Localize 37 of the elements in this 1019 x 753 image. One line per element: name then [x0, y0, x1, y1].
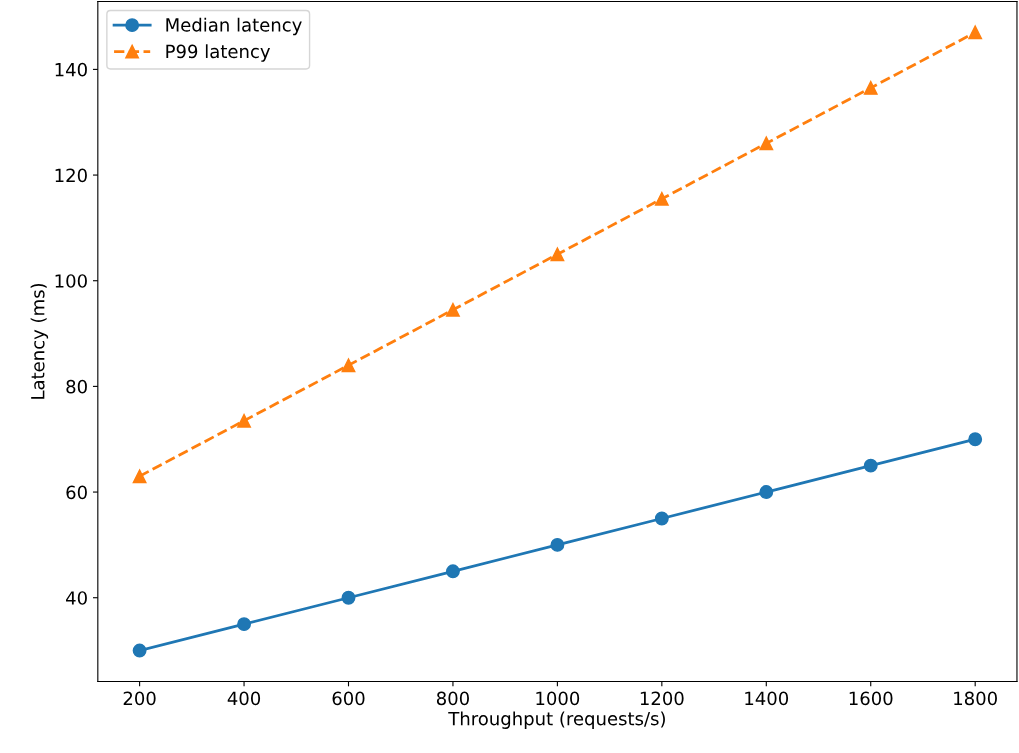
point: [759, 136, 774, 151]
point: [237, 413, 251, 428]
point: [654, 191, 669, 206]
point: [654, 511, 669, 526]
y-axis-title: Latency (ms): [30, 283, 49, 399]
x-tick-label: 200: [123, 691, 156, 706]
x-tick-label: 400: [227, 691, 261, 706]
point: [759, 485, 774, 500]
point: [550, 537, 565, 552]
x-tick-label: 1000: [536, 691, 580, 706]
point: [446, 302, 460, 317]
legend-label: Median latency: [166, 17, 302, 36]
point: [968, 25, 983, 40]
x-axis-title: Throughput (requests/s): [448, 711, 665, 729]
point: [132, 469, 147, 484]
legend-label: P99 latency: [166, 44, 271, 62]
y-tick-label: 60: [66, 485, 87, 500]
y-tick-label: 100: [55, 274, 87, 288]
point: [341, 590, 356, 605]
point: [863, 458, 878, 473]
x-tick-label: 1200: [640, 691, 684, 706]
y-tick-label: 140: [55, 62, 87, 77]
x-tick-label: 1600: [849, 691, 893, 706]
point: [863, 80, 878, 95]
x-tick-label: 600: [332, 691, 365, 706]
point: [968, 432, 983, 447]
y-tick-label: 120: [55, 168, 87, 183]
x-tick-label: 1800: [954, 691, 997, 706]
point: [341, 358, 356, 373]
point: [550, 247, 565, 262]
y-tick-label: 80: [66, 379, 87, 394]
x-tick-label: 1400: [745, 691, 789, 706]
point: [446, 564, 460, 579]
point: [237, 617, 251, 632]
y-tick-label: 40: [66, 591, 87, 605]
point: [132, 643, 147, 658]
x-tick-label: 800: [436, 691, 469, 706]
